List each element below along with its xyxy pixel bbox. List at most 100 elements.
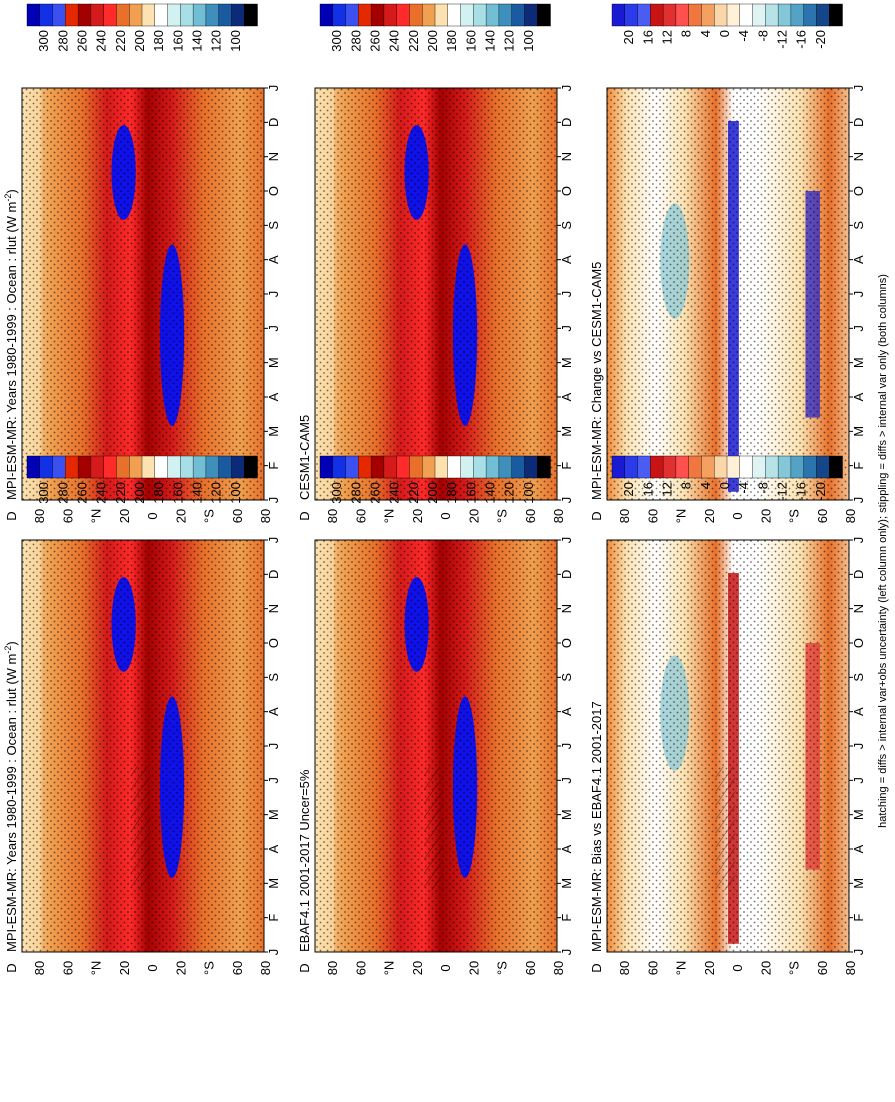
month-label: J [559,325,574,332]
latitude-label: 60 [230,961,245,975]
colorbar-swatch [218,455,233,479]
month-label: F [851,914,866,922]
latitude-label: °N [674,961,689,976]
colorbar-tick-label: 20 [621,30,636,44]
month-label: D [266,118,281,127]
colorbar-swatch [726,3,741,27]
colorbar-tick-label: 100 [521,30,536,52]
panel-title-superscript: -2 [3,194,13,202]
latitude-label: °N [674,509,689,524]
stippling [315,540,557,952]
colorbar-swatch [714,455,728,479]
latitude-label: 80 [551,509,566,523]
panel-title: MPI-ESM-MR: Change vs CESM1-CAM5 [589,262,604,500]
colorbar-swatch [345,3,360,27]
latitude-label: 60 [353,961,368,975]
month-label: M [266,426,281,437]
colorbar-swatch [116,455,130,479]
colorbar-tick-label: 20 [621,482,636,496]
colorbar-tick-label: 220 [406,30,421,52]
colorbar-tick-label: 240 [387,30,402,52]
month-label: M [851,357,866,368]
month-label: N [851,152,866,161]
panel-title: EBAF4.1 2001-2017 Uncer=5% [297,769,312,952]
colorbar: 300 280 260 240 220 200 180 160 140 120 100 [26,455,258,504]
colorbar-swatch [790,455,805,479]
colorbar-swatch [39,3,54,27]
panel-title-end: ) [4,189,19,193]
colorbar-swatch [141,455,156,479]
colorbar-tick-label: 140 [190,482,205,504]
colorbar-tick-label: 140 [190,30,205,52]
latitude-label: 20 [173,961,188,975]
latitude-label: 80 [32,961,47,975]
month-label: J [851,85,866,92]
hatching [715,766,736,891]
colorbar-swatch [167,3,182,27]
latitude-label: 20 [117,961,132,975]
colorbar-swatch [231,455,245,479]
colorbar-tick-label: 300 [36,30,51,52]
latitude-label: 20 [117,509,132,523]
latitude-label: 60 [815,961,830,975]
colorbar-swatch [422,455,436,479]
colorbar-swatch [777,455,792,479]
latitude-label: 60 [645,509,660,523]
colorbar-tick-label: 240 [94,30,109,52]
latitude-label: 0 [730,512,745,519]
colorbar-tick-label: 260 [368,482,383,504]
colorbar-tick-label: 220 [113,482,128,504]
colorbar-swatch [370,455,385,479]
colorbar-swatch [485,455,500,479]
month-label: A [266,844,281,853]
colorbar-swatch [460,3,475,27]
latitude-label: D [4,963,19,972]
latitude-label: 80 [325,961,340,975]
month-label: J [559,949,574,956]
month-label: J [559,537,574,544]
latitude-label: °S [202,509,217,523]
panel-3: 300 280 260 240 220 200 180 160 140 120 100JFMAMJJ… [297,3,574,523]
month-label: D [559,118,574,127]
colorbar-swatch [714,3,728,27]
colorbar-tick-label: -4 [736,30,751,42]
month-label: A [559,392,574,401]
month-label: F [559,462,574,470]
colorbar-swatch [409,455,423,479]
latitude-label: 80 [32,509,47,523]
stippling [315,88,557,500]
month-label: M [559,426,574,437]
colorbar-tick-label: -8 [755,30,770,42]
latitude-label: °S [495,961,510,975]
panel-title-superscript: -2 [3,646,13,654]
colorbar-swatch [829,455,843,479]
colorbar-swatch [370,3,385,27]
month-label: J [851,777,866,784]
colorbar-tick-label: 220 [113,30,128,52]
panel-title-main: MPI-ESM-MR: Change vs CESM1-CAM5 [589,262,604,500]
month-label: S [266,221,281,230]
colorbar-swatch [537,455,551,479]
colorbar-swatch [485,3,500,27]
colorbar-tick-label: 160 [170,30,185,52]
latitude-label: °N [89,509,104,524]
colorbar-swatch [358,455,372,479]
panel-title-main: MPI-ESM-MR: Bias vs EBAF4.1 2001-2017 [589,701,604,952]
colorbar-swatch [637,455,652,479]
colorbar-tick-label: 100 [521,482,536,504]
colorbar-swatch [422,3,436,27]
latitude-label: 80 [617,509,632,523]
month-label: F [266,462,281,470]
latitude-label: D [589,963,604,972]
month-label: M [559,809,574,820]
colorbar-swatch [90,3,105,27]
latitude-label: 20 [410,509,425,523]
month-label: S [559,221,574,230]
latitude-label: 80 [843,961,858,975]
latitude-label: 60 [523,509,538,523]
latitude-label: 20 [173,509,188,523]
latitude-label: 80 [325,509,340,523]
colorbar-tick-label: 160 [170,482,185,504]
colorbar-tick-label: 300 [36,482,51,504]
